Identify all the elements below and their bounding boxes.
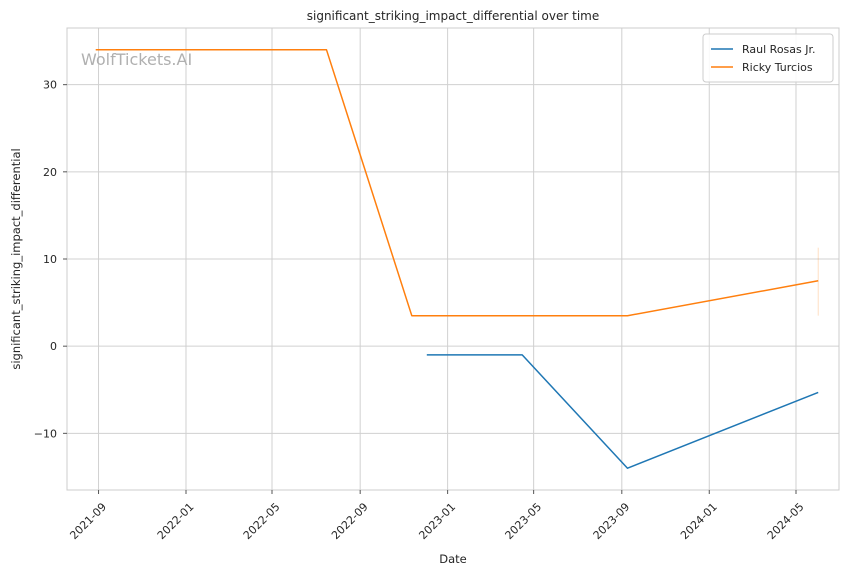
legend-label: Ricky Turcios [742, 61, 813, 74]
y-axis-title: significant_striking_impact_differential [9, 148, 23, 369]
legend-label: Raul Rosas Jr. [742, 43, 816, 56]
x-tick-label: 2023-05 [503, 500, 545, 542]
grid [67, 28, 839, 490]
x-axis-title: Date [439, 552, 467, 566]
x-tick-label: 2024-05 [765, 500, 807, 542]
series-lines [95, 49, 819, 469]
x-axis-ticks: 2021-09 2022-01 2022-05 2022-09 2023-01 2023-… [67, 490, 807, 542]
chart-title: significant_striking_impact_differential… [307, 9, 599, 23]
legend: Raul Rosas Jr. Ricky Turcios [702, 33, 834, 83]
y-tick-label: −10 [34, 427, 57, 440]
y-tick-label: 20 [43, 166, 57, 179]
y-tick-label: 30 [43, 79, 57, 92]
watermark: WolfTickets.AI [81, 50, 192, 69]
x-tick-label: 2024-01 [678, 500, 720, 542]
series-line [95, 49, 819, 317]
x-tick-label: 2023-09 [591, 500, 633, 542]
x-tick-label: 2022-01 [155, 500, 197, 542]
legend-box [702, 33, 834, 83]
x-tick-label: 2022-09 [329, 500, 371, 542]
x-tick-label: 2023-01 [416, 500, 458, 542]
y-axis-ticks: −10 0 10 20 30 [34, 79, 67, 440]
series-line [426, 354, 819, 469]
y-tick-label: 10 [43, 253, 57, 266]
x-tick-label: 2022-05 [241, 500, 283, 542]
y-tick-label: 0 [50, 340, 57, 353]
x-tick-label: 2021-09 [67, 500, 109, 542]
